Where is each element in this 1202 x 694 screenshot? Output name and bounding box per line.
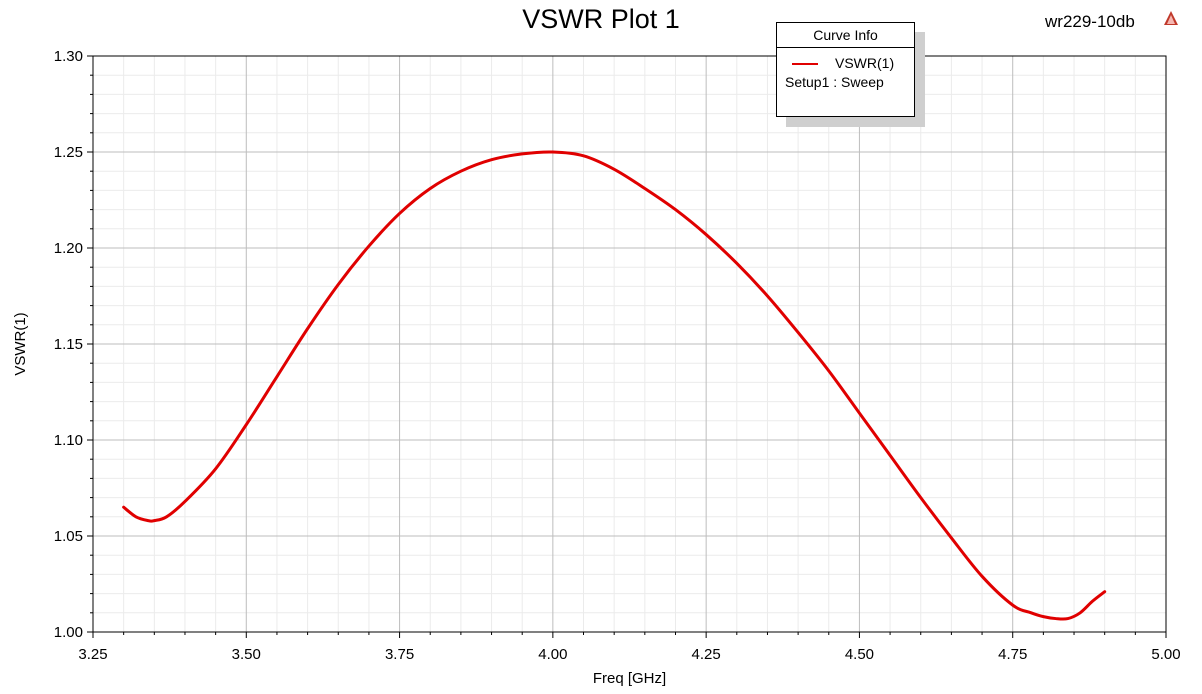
y-tick-label: 1.30 [54,48,83,65]
axis-ticks [87,55,1167,638]
x-tick-label: 3.75 [385,646,414,663]
x-tick-label: 4.75 [998,646,1027,663]
y-tick-label: 1.10 [54,432,83,449]
curve-info-legend[interactable]: Curve Info VSWR(1) Setup1 : Sweep [776,22,915,117]
legend-series-label: VSWR(1) [835,55,895,71]
y-tick-label: 1.20 [54,240,83,257]
y-tick-label: 1.15 [54,336,83,353]
legend-divider [777,47,914,48]
x-tick-label: 3.25 [78,646,107,663]
x-tick-label: 4.25 [692,646,721,663]
y-axis-title: VSWR(1) [12,312,29,375]
legend-title: Curve Info [813,27,878,43]
major-grid [92,55,1167,633]
x-tick-label: 5.00 [1151,646,1180,663]
x-tick-label: 4.00 [538,646,567,663]
tick-labels: 3.25 3.50 3.75 4.00 4.25 4.50 4.75 5.00 1.00 1.05… [54,48,1181,663]
chart-title: VSWR Plot 1 [522,4,680,34]
app-logo-icon [1164,11,1178,25]
legend-setup-label: Setup1 : Sweep [785,74,884,90]
series-line-vswr1 [122,150,1107,621]
x-tick-label: 3.50 [232,646,261,663]
y-tick-label: 1.05 [54,528,83,545]
y-tick-label: 1.25 [54,144,83,161]
legend-swatch-vswr1 [792,63,818,65]
x-tick-label: 4.50 [845,646,874,663]
x-axis-title: Freq [GHz] [593,670,666,687]
project-name-label: wr229-10db [1045,12,1135,31]
y-tick-label: 1.00 [54,624,83,641]
